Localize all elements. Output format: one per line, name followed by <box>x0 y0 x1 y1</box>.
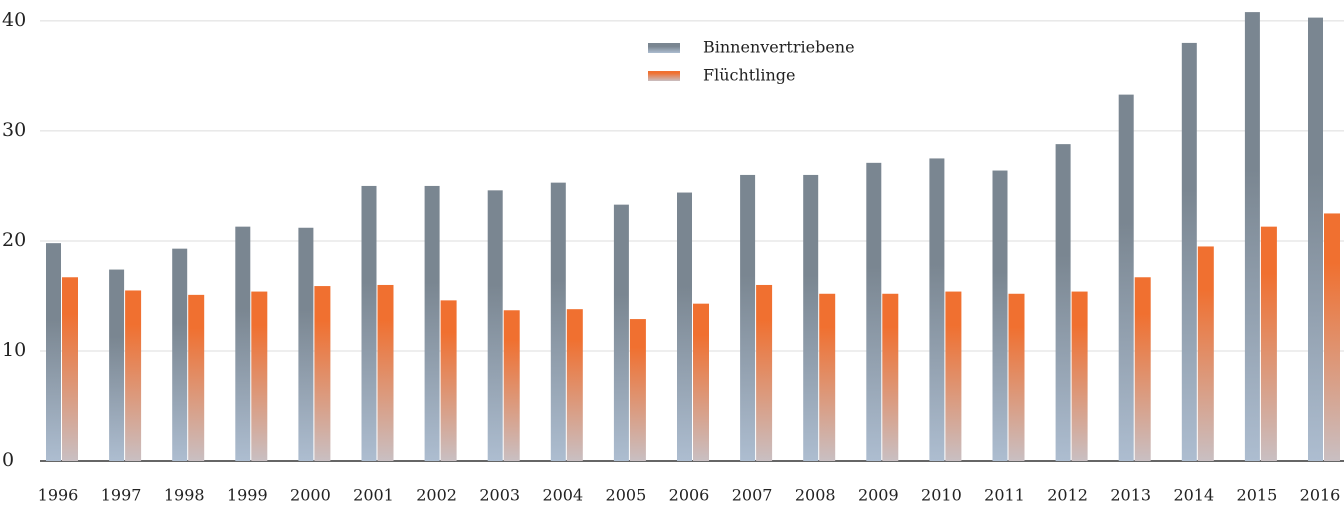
bar <box>566 309 583 461</box>
x-tick-label: 1996 <box>38 486 79 505</box>
bar <box>314 286 331 461</box>
bar <box>298 227 314 461</box>
y-tick-label: 20 <box>2 229 26 251</box>
x-tick-label: 2014 <box>1173 486 1214 505</box>
bar <box>803 174 819 462</box>
bar <box>1181 42 1197 462</box>
x-tick-label: 2005 <box>606 486 647 505</box>
bar <box>46 243 61 461</box>
x-tick-label: 2000 <box>290 486 331 505</box>
y-tick-label: 0 <box>2 449 14 471</box>
bar <box>1134 277 1151 461</box>
x-tick-label: 2002 <box>416 486 457 505</box>
bar <box>487 190 503 461</box>
y-tick-label: 30 <box>2 119 26 141</box>
x-tick-label: 2007 <box>732 486 773 505</box>
bar <box>62 277 78 461</box>
x-tick-label: 2011 <box>984 486 1025 505</box>
bar <box>550 182 566 461</box>
x-tick-label: 1997 <box>101 486 142 505</box>
bar <box>677 192 692 462</box>
bar <box>440 300 457 461</box>
x-tick-label: 2012 <box>1047 486 1088 505</box>
bar <box>1260 226 1277 461</box>
x-tick-label: 2010 <box>921 486 962 505</box>
bar <box>503 310 520 461</box>
bar <box>613 204 629 461</box>
bar <box>992 170 1008 461</box>
x-tick-label: 1998 <box>164 486 205 505</box>
x-tick-label: 2009 <box>858 486 899 505</box>
bar <box>1071 291 1088 461</box>
bar <box>882 293 899 461</box>
bar <box>929 158 945 461</box>
bar <box>251 291 268 461</box>
x-tick-label: 2015 <box>1237 486 1278 505</box>
bar <box>1197 246 1214 461</box>
legend-label: Flüchtlinge <box>703 66 795 85</box>
bar <box>1055 144 1071 461</box>
bar <box>377 284 394 461</box>
y-tick-label: 40 <box>2 9 26 31</box>
bar <box>172 248 188 461</box>
bar <box>740 174 756 462</box>
x-tick-label: 2004 <box>542 486 583 505</box>
bar <box>188 294 205 461</box>
legend-swatch <box>648 71 680 81</box>
bar <box>1244 12 1260 461</box>
bar <box>235 226 251 461</box>
bar <box>756 284 773 461</box>
bar <box>819 293 836 461</box>
bar <box>945 291 962 461</box>
bar <box>1324 213 1340 461</box>
x-tick-label: 2016 <box>1300 486 1341 505</box>
x-tick-label: 2008 <box>795 486 836 505</box>
bar <box>109 269 125 461</box>
bar <box>361 185 377 461</box>
y-tick-label: 10 <box>2 339 26 361</box>
bar <box>1308 17 1323 461</box>
legend-swatch <box>648 43 680 53</box>
x-tick-label: 2003 <box>479 486 520 505</box>
bar <box>424 185 440 461</box>
bar <box>693 303 709 461</box>
bar <box>1118 94 1134 462</box>
bar <box>1008 293 1025 461</box>
x-tick-label: 1999 <box>227 486 268 505</box>
x-tick-label: 2006 <box>669 486 710 505</box>
bar <box>866 162 882 461</box>
bar <box>125 290 142 461</box>
x-tick-label: 2001 <box>353 486 394 505</box>
bar <box>629 319 646 461</box>
legend-label: Binnenvertriebene <box>703 38 855 57</box>
x-tick-label: 2013 <box>1110 486 1151 505</box>
